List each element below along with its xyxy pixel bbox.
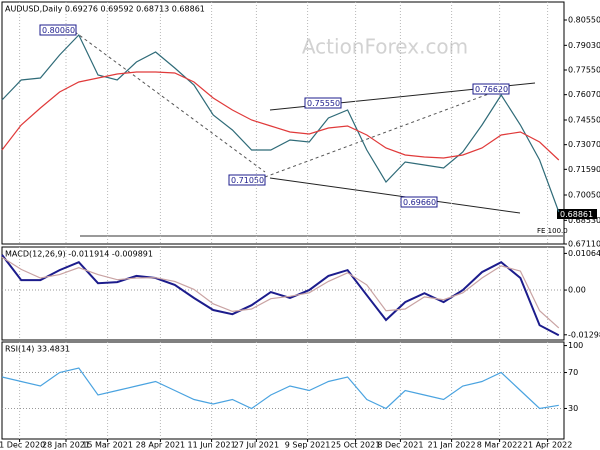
y-tick-label: 100 bbox=[568, 341, 583, 350]
y-tick-label: 0.73070 bbox=[568, 140, 600, 149]
y-tick-label: 0.70050 bbox=[568, 191, 600, 200]
annotation-label: 0.71050 bbox=[231, 176, 264, 185]
x-tick-label: 8 Mar 2022 bbox=[477, 441, 523, 450]
y-tick-label: 0.80550 bbox=[568, 16, 600, 25]
last-price-label: 0.68861 bbox=[560, 210, 593, 219]
y-tick-label: -0.012988 bbox=[568, 330, 600, 339]
series-line bbox=[1, 367, 559, 410]
x-tick-label: 8 Dec 2021 bbox=[377, 441, 423, 450]
channel-line bbox=[269, 177, 521, 214]
watermark: ActionForex.com bbox=[302, 35, 468, 59]
x-tick-label: 15 Mar 2021 bbox=[82, 441, 133, 450]
y-tick-label: 0.79030 bbox=[568, 41, 600, 50]
annotation-label: 0.76620 bbox=[475, 85, 508, 94]
macd-panel bbox=[1, 246, 565, 341]
x-tick-label: 9 Sep 2021 bbox=[285, 441, 331, 450]
y-tick-label: 0.68530 bbox=[568, 216, 600, 225]
x-tick-label: 25 Oct 2021 bbox=[331, 441, 380, 450]
y-tick-label: 0.67110 bbox=[568, 240, 600, 249]
trend-line bbox=[74, 31, 266, 173]
trend-line bbox=[264, 85, 511, 178]
annotation-box bbox=[472, 83, 510, 95]
fe-label: FE 100.0 bbox=[537, 227, 568, 235]
panel-title: MACD(12,26,9) -0.011914 -0.009891 bbox=[5, 250, 153, 259]
x-tick-label: 11 Dec 2020 bbox=[0, 441, 45, 450]
x-tick-label: 28 Apr 2021 bbox=[136, 441, 185, 450]
y-tick-label: 70 bbox=[568, 368, 578, 377]
annotation-box bbox=[228, 174, 266, 186]
series-line bbox=[1, 71, 560, 161]
rsi-panel bbox=[1, 341, 565, 440]
panel-title: RSI(14) 33.4831 bbox=[5, 345, 70, 354]
annotation-label: 0.80060 bbox=[42, 26, 75, 35]
y-tick-label: 0.74550 bbox=[568, 116, 600, 125]
y-tick-label: 30 bbox=[568, 404, 578, 413]
price-panel bbox=[1, 1, 565, 245]
y-tick-label: 0.00 bbox=[568, 286, 586, 295]
panel-title: AUDUSD,Daily 0.69276 0.69592 0.68713 0.6… bbox=[5, 5, 205, 14]
x-tick-label: 28 Jan 2021 bbox=[42, 441, 90, 450]
y-tick-label: 0.76070 bbox=[568, 90, 600, 99]
y-tick-label: 0.010642 bbox=[568, 249, 600, 258]
x-tick-label: 27 Jul 2021 bbox=[234, 441, 279, 450]
last-price-box bbox=[557, 209, 597, 219]
y-tick-label: 0.71590 bbox=[568, 165, 600, 174]
annotation-box bbox=[39, 24, 77, 36]
annotation-box bbox=[400, 196, 438, 208]
series-line bbox=[1, 33, 560, 213]
series-line bbox=[1, 256, 560, 329]
x-tick-label: 21 Apr 2022 bbox=[523, 441, 572, 450]
annotation-label: 0.69660 bbox=[403, 198, 436, 207]
annotation-box bbox=[304, 97, 342, 109]
x-tick-label: 11 Jun 2021 bbox=[188, 441, 236, 450]
series-line bbox=[1, 254, 560, 337]
x-tick-label: 21 Jan 2022 bbox=[428, 441, 476, 450]
annotation-label: 0.75550 bbox=[307, 99, 340, 108]
y-tick-label: 0.77550 bbox=[568, 66, 600, 75]
